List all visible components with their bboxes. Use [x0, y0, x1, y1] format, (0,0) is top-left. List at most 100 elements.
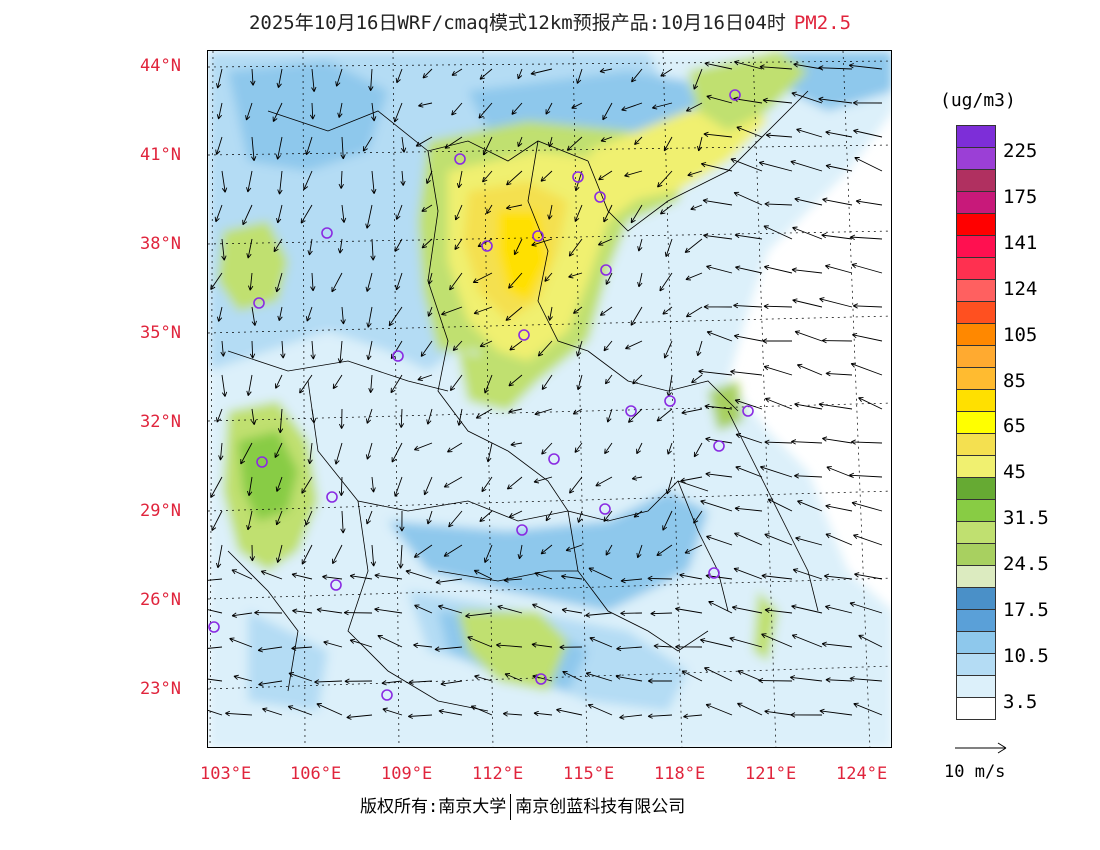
wind-arrow — [277, 408, 284, 434]
wind-arrow — [652, 102, 673, 110]
wind-arrow — [242, 204, 253, 226]
city-marker — [594, 191, 606, 203]
wind-arrow — [818, 402, 853, 410]
wind-arrow — [349, 573, 373, 580]
colorbar-label: 175 — [1003, 186, 1038, 208]
wind-arrow — [220, 340, 226, 357]
wind-arrow — [486, 204, 493, 215]
wind-arrow — [505, 204, 523, 211]
wind-arrow — [825, 130, 853, 138]
wind-arrow — [624, 170, 643, 178]
wind-arrow — [316, 703, 343, 716]
wind-arrow — [734, 232, 763, 240]
wind-arrow — [791, 91, 823, 104]
wind-arrow — [792, 226, 823, 240]
city-marker — [599, 503, 611, 515]
city-marker — [454, 153, 466, 165]
wind-arrow — [421, 204, 433, 212]
wind-arrow — [735, 465, 763, 478]
wind-reference-arrow — [955, 742, 1007, 754]
wind-arrow — [467, 636, 493, 648]
wind-arrow — [532, 603, 553, 614]
wind-arrow — [700, 638, 733, 648]
wind-arrow — [465, 612, 493, 619]
wind-arrow — [566, 136, 583, 151]
wind-arrow — [572, 306, 583, 314]
wind-arrow — [441, 306, 463, 316]
wind-arrow — [791, 439, 823, 445]
wind-arrow — [276, 68, 283, 88]
wind-arrow — [208, 646, 223, 649]
wind-arrow — [260, 570, 283, 580]
wind-arrow — [675, 606, 703, 614]
wind-arrow — [759, 465, 793, 478]
wind-arrow — [456, 170, 463, 189]
wind-arrow — [299, 374, 313, 394]
wind-arrow — [214, 204, 223, 223]
wind-arrow — [545, 510, 553, 522]
wind-arrow — [630, 306, 643, 326]
colorbar-unit: (ug/m3) — [940, 90, 1016, 111]
wind-arrow — [763, 303, 793, 309]
wind-arrow — [251, 136, 257, 162]
colorbar-label: 141 — [1003, 232, 1038, 254]
wind-arrow — [853, 702, 883, 716]
copyright: 版权所有:南京大学 南京创蓝科技有限公司 — [360, 792, 685, 820]
wind-arrow — [823, 573, 853, 580]
wind-arrow — [822, 197, 853, 206]
wind-arrow — [437, 604, 463, 614]
wind-arrow — [344, 678, 373, 684]
wind-arrow — [794, 402, 823, 410]
wind-arrow — [706, 264, 733, 274]
wind-arrow — [684, 238, 703, 253]
wind-arrow — [734, 60, 763, 70]
wind-arrow — [791, 634, 823, 648]
city-marker — [481, 240, 493, 252]
wind-arrow — [482, 136, 493, 156]
wind-arrow — [703, 131, 733, 138]
wind-arrow — [395, 272, 403, 291]
wind-arrow — [303, 170, 313, 191]
city-marker — [532, 230, 544, 242]
wind-arrow — [447, 442, 463, 453]
wind-arrow — [569, 476, 583, 494]
wind-arrow — [764, 397, 793, 410]
wind-arrow — [508, 510, 523, 518]
wind-arrow — [531, 238, 553, 247]
wind-arrow — [502, 711, 523, 717]
wind-arrow — [631, 475, 643, 481]
wind-arrow — [517, 544, 523, 560]
wind-arrow — [791, 604, 823, 614]
wind-arrow — [541, 442, 553, 455]
wind-arrow — [346, 714, 373, 720]
wind-arrow — [246, 510, 253, 531]
wind-arrow — [215, 68, 223, 89]
wind-arrow — [456, 408, 463, 426]
wind-arrow — [821, 641, 853, 648]
wind-arrow — [340, 136, 346, 160]
wind-arrow — [764, 607, 793, 614]
city-marker — [729, 89, 741, 101]
wind-arrow — [479, 510, 493, 523]
wind-arrow — [705, 471, 733, 478]
wind-arrow — [735, 433, 763, 444]
wind-arrow — [825, 264, 853, 274]
city-marker — [516, 524, 528, 536]
colorbar-swatch — [956, 565, 996, 588]
colorbar-label: 24.5 — [1003, 553, 1049, 575]
wind-arrow — [733, 333, 763, 342]
wind-arrow — [322, 574, 343, 580]
wind-arrow — [637, 272, 643, 288]
wind-arrow — [451, 68, 463, 76]
wind-arrow — [764, 709, 793, 716]
wind-arrow — [443, 544, 463, 557]
colorbar-swatch — [956, 301, 996, 324]
wind-arrow — [407, 713, 433, 719]
wind-arrow — [734, 532, 763, 546]
wind-arrow — [343, 609, 373, 616]
wind-arrow — [233, 674, 253, 682]
wind-arrow — [700, 499, 733, 512]
colorbar-swatch — [956, 631, 996, 654]
wind-arrow — [444, 136, 463, 149]
wind-arrow — [221, 170, 228, 193]
